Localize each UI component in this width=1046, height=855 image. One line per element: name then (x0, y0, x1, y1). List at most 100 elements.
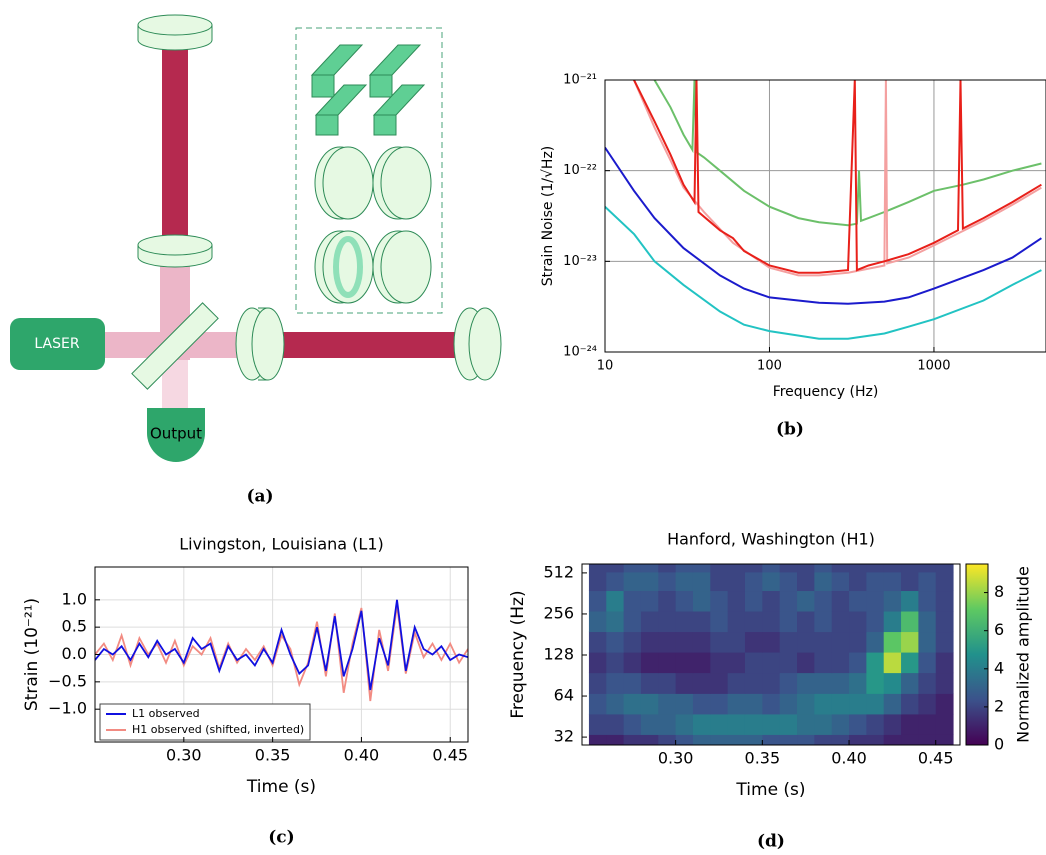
heatmap-cell (901, 734, 919, 745)
colorbar-tick-label: 0 (994, 735, 1004, 754)
heatmap-cell (849, 734, 867, 745)
heatmap-cell (831, 672, 850, 694)
heatmap-cell (744, 631, 763, 653)
heatmap-cell (727, 734, 746, 745)
heatmap-cell (762, 734, 781, 745)
heatmap-cell (935, 611, 954, 633)
heatmap-cell (901, 713, 919, 735)
heatmap-cell (918, 571, 937, 592)
output-label: Output (150, 425, 202, 443)
plot-frame (604, 79, 1046, 353)
heatmap-cell (692, 590, 711, 612)
heatmap-cell (588, 734, 607, 745)
x-tick-label: 10 (597, 359, 614, 374)
colorbar-tick-label: 8 (994, 582, 1004, 601)
heatmap-cell (744, 693, 763, 715)
heatmap-cell (901, 590, 919, 612)
heatmap-cell (779, 734, 798, 745)
heatmap-cell (606, 672, 625, 694)
heatmap-cell (849, 652, 867, 674)
heatmap-cell (883, 672, 902, 694)
heatmap-cell (588, 672, 607, 694)
caption: (a) (246, 487, 273, 507)
heatmap-cell (658, 693, 677, 715)
heatmap-cell (814, 734, 833, 745)
heatmap-cell (744, 590, 763, 612)
heatmap-cell (623, 631, 642, 653)
x-tick-label: 0.35 (745, 749, 781, 768)
heatmap-cell (918, 693, 937, 715)
series-line (653, 80, 1042, 227)
heatmap-cell (744, 611, 763, 633)
heatmap-cell (744, 672, 763, 694)
heatmap-cell (762, 571, 781, 592)
heatmap-cell (744, 713, 763, 735)
heatmap-cell (658, 631, 677, 653)
heatmap-cell (727, 672, 746, 694)
heatmap-cell (883, 652, 902, 674)
y-tick-label: 32 (554, 727, 574, 746)
heatmap-cell (918, 652, 937, 674)
x-axis-label: Frequency (Hz) (773, 384, 879, 400)
heatmap-cell (918, 631, 937, 653)
heatmap-cell (814, 693, 833, 715)
heatmap-cell (866, 652, 885, 674)
heatmap-cell (623, 734, 642, 745)
heatmap-cell (606, 652, 625, 674)
heatmap-cell (640, 611, 659, 633)
heatmap-cell (727, 631, 746, 653)
heatmap-cell (675, 611, 694, 633)
heatmap-cell (658, 590, 677, 612)
x-tick-label: 1000 (917, 359, 950, 374)
heatmap-cell (658, 713, 677, 735)
heatmap-cell (918, 611, 937, 633)
heatmap-cell (658, 672, 677, 694)
heatmap-cell (692, 672, 711, 694)
heatmap-cell (606, 734, 625, 745)
heatmap-cell (588, 693, 607, 715)
heatmap-cell (588, 652, 607, 674)
heatmap-cell (710, 672, 729, 694)
heatmap-cell (814, 713, 833, 735)
heatmap-cell (779, 631, 798, 653)
heatmap-cell (901, 571, 919, 592)
heatmap-cell (918, 734, 937, 745)
heatmap-cell (640, 713, 659, 735)
heatmap-cell (849, 672, 867, 694)
series-line (605, 205, 1042, 340)
heatmap-cell (588, 611, 607, 633)
heatmap-cell (814, 590, 833, 612)
heatmap-cell (779, 564, 798, 573)
heatmap-cell (779, 611, 798, 633)
heatmap-cell (762, 590, 781, 612)
heatmap-cell (831, 693, 850, 715)
y-axis-label: Strain Noise (1/√Hz) (540, 146, 556, 287)
heatmap-cell (606, 571, 625, 592)
heatmap-cell (640, 734, 659, 745)
heatmap-cell (623, 693, 642, 715)
heatmap-cell (831, 590, 850, 612)
plot-area (605, 80, 1042, 340)
heatmap-cell (866, 564, 885, 573)
heatmap-cell (623, 564, 642, 573)
heatmap-cell (640, 564, 659, 573)
heatmap-cell (623, 590, 642, 612)
x-tick-label: 100 (757, 359, 782, 374)
heatmap-cell (658, 734, 677, 745)
heatmap-cell (675, 590, 694, 612)
heatmap-cell (675, 652, 694, 674)
heatmap-cell (935, 571, 954, 592)
heatmap-cell (935, 713, 954, 735)
legend-label: L1 observed (132, 707, 200, 720)
heatmap-cell (866, 571, 885, 592)
heatmap-cell (849, 693, 867, 715)
heatmap-cell (901, 611, 919, 633)
heatmap-cell (744, 564, 763, 573)
heatmap-cell (797, 652, 815, 674)
heatmap-cell (606, 611, 625, 633)
heatmap-cell (658, 564, 677, 573)
caption: (d) (757, 832, 785, 852)
heatmap-cell (935, 652, 954, 674)
heatmap-cell (710, 590, 729, 612)
